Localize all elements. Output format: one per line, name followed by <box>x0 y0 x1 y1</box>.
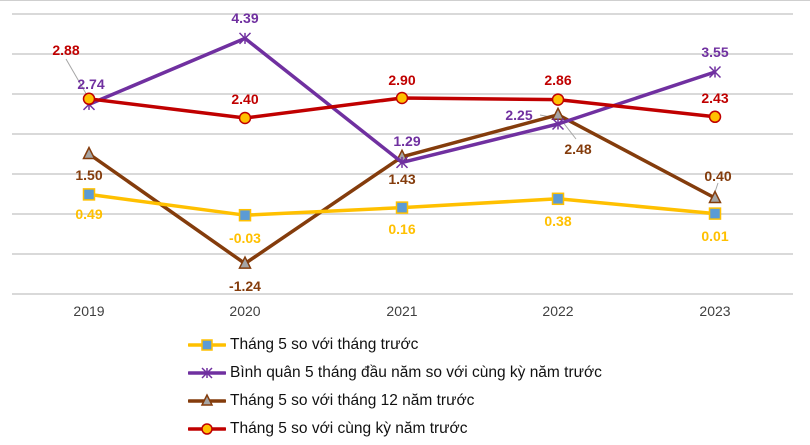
label-leader-line <box>65 58 89 98</box>
data-label: 0.16 <box>388 221 415 237</box>
legend-swatch <box>188 423 226 435</box>
legend-swatch <box>188 393 226 406</box>
x-tick-label: 2022 <box>542 303 573 319</box>
data-label: 1.43 <box>388 171 415 187</box>
square-marker <box>551 192 565 206</box>
square-marker <box>82 188 96 201</box>
legend-item: Tháng 5 so với cùng kỳ năm trước <box>188 415 602 443</box>
star-marker <box>238 32 252 45</box>
circle-marker <box>201 423 213 435</box>
legend-item: Tháng 5 so với tháng 12 năm trước <box>188 387 602 415</box>
legend-label: Bình quân 5 tháng đầu năm so với cùng kỳ… <box>230 364 602 381</box>
data-label: 2.25 <box>505 107 532 123</box>
data-label: 4.39 <box>231 10 258 26</box>
circle-marker <box>708 110 722 124</box>
data-label: 2.48 <box>564 141 591 157</box>
data-label: 1.29 <box>393 133 420 149</box>
star-marker <box>551 117 565 131</box>
data-label: 1.50 <box>75 167 102 183</box>
data-label: 0.01 <box>701 228 728 244</box>
circle-marker <box>82 92 96 106</box>
legend-swatch <box>188 367 226 379</box>
square-marker <box>238 208 252 222</box>
square-marker <box>201 339 213 351</box>
star-marker <box>201 367 213 379</box>
data-label: 0.40 <box>704 168 731 184</box>
data-label: 0.49 <box>75 206 102 222</box>
data-label: 2.90 <box>388 72 415 88</box>
triangle-marker <box>238 255 252 269</box>
legend-label: Tháng 5 so với tháng trước <box>230 336 419 353</box>
legend-item: Tháng 5 so với tháng trước <box>188 331 602 359</box>
legend-item: Bình quân 5 tháng đầu năm so với cùng kỳ… <box>188 359 602 387</box>
star-marker <box>395 156 409 169</box>
circle-marker <box>395 91 409 105</box>
x-tick-label: 2021 <box>386 303 417 319</box>
triangle-marker <box>551 106 565 121</box>
square-marker <box>708 207 722 220</box>
legend-swatch <box>188 339 226 351</box>
triangle-marker <box>82 145 96 160</box>
plot-area: 2019 2020 2021 2022 2023 0.49 -0.03 0.16 0.38 0.0… <box>12 10 793 319</box>
data-label: 2.88 <box>52 42 79 58</box>
data-label: 2.40 <box>231 91 258 107</box>
star-marker <box>708 65 722 79</box>
x-tick-label: 2023 <box>699 303 730 319</box>
legend-label: Tháng 5 so với cùng kỳ năm trước <box>230 420 468 437</box>
x-tick-label: 2019 <box>73 303 104 319</box>
data-label: 0.38 <box>544 213 571 229</box>
label-leader-line <box>561 120 577 140</box>
data-label: 2.86 <box>544 72 571 88</box>
data-label: -1.24 <box>229 278 261 294</box>
data-label: 2.74 <box>77 76 104 92</box>
data-label: 2.43 <box>701 90 728 106</box>
triangle-marker <box>200 393 214 406</box>
data-label: -0.03 <box>229 230 261 246</box>
circle-marker <box>551 93 565 106</box>
x-tick-label: 2020 <box>229 303 260 319</box>
data-label: 3.55 <box>701 44 728 60</box>
legend: Tháng 5 so với tháng trước Bình quân 5 th… <box>188 331 602 443</box>
triangle-marker <box>708 189 722 204</box>
square-marker <box>395 201 409 214</box>
legend-label: Tháng 5 so với tháng 12 năm trước <box>230 392 475 409</box>
circle-marker <box>238 111 252 125</box>
